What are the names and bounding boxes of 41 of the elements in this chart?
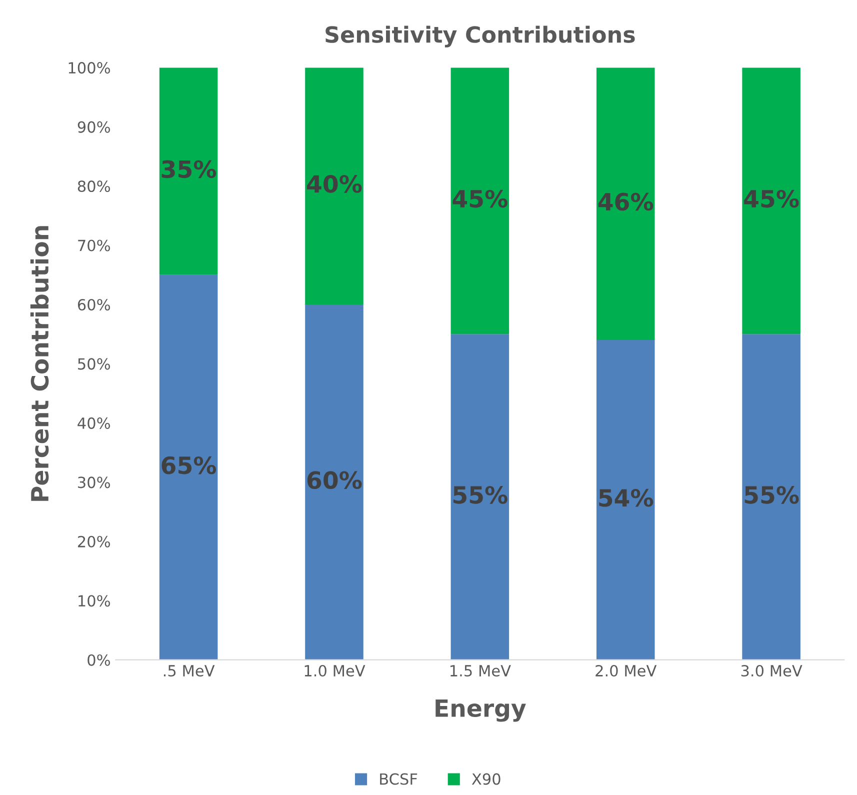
x-tick-label: 1.5 MeV <box>450 665 511 677</box>
y-tick-label: 20% <box>78 536 110 548</box>
y-tick-label: 100% <box>68 62 110 74</box>
bar <box>742 68 800 334</box>
y-tick-label: 40% <box>78 417 110 429</box>
bar <box>305 304 364 660</box>
data-label: 60% <box>307 471 362 490</box>
data-label: 45% <box>452 190 508 208</box>
y-tick-label: 80% <box>78 180 110 192</box>
data-label: 65% <box>162 456 216 474</box>
data-label: 55% <box>453 486 508 504</box>
bar <box>596 340 655 660</box>
legend-label: BCSF <box>380 773 418 785</box>
y-tick-label: 90% <box>78 121 110 133</box>
y-tick-label: 30% <box>78 476 110 488</box>
y-tick-label: 10% <box>78 595 110 607</box>
bar <box>450 334 510 660</box>
bar <box>159 68 218 275</box>
data-label: 46% <box>598 192 654 211</box>
y-tick-label: 60% <box>78 298 110 311</box>
y-axis-title: Percent Contribution <box>30 226 49 501</box>
bar <box>596 68 655 340</box>
data-label: 40% <box>307 175 362 193</box>
x-tick-label: 2.0 MeV <box>596 664 657 677</box>
data-label: 45% <box>744 190 799 208</box>
x-tick-label: .5 MeV <box>164 665 215 677</box>
data-label: 35% <box>162 160 216 178</box>
bar <box>742 334 800 660</box>
data-label: 55% <box>744 486 799 504</box>
x-axis-title: Energy <box>436 699 526 722</box>
x-tick-label: 1.0 MeV <box>304 664 366 677</box>
bar <box>450 68 510 334</box>
y-tick-label: 0% <box>88 654 110 666</box>
y-tick-label: 50% <box>78 358 110 370</box>
data-label: 54% <box>599 488 654 507</box>
y-tick-label: 70% <box>78 240 110 252</box>
legend-label: X90 <box>472 773 500 785</box>
x-tick-label: 3.0 MeV <box>741 664 802 677</box>
chart-title: Sensitivity Contributions <box>326 26 635 48</box>
bar <box>159 274 218 660</box>
bar <box>305 68 364 304</box>
